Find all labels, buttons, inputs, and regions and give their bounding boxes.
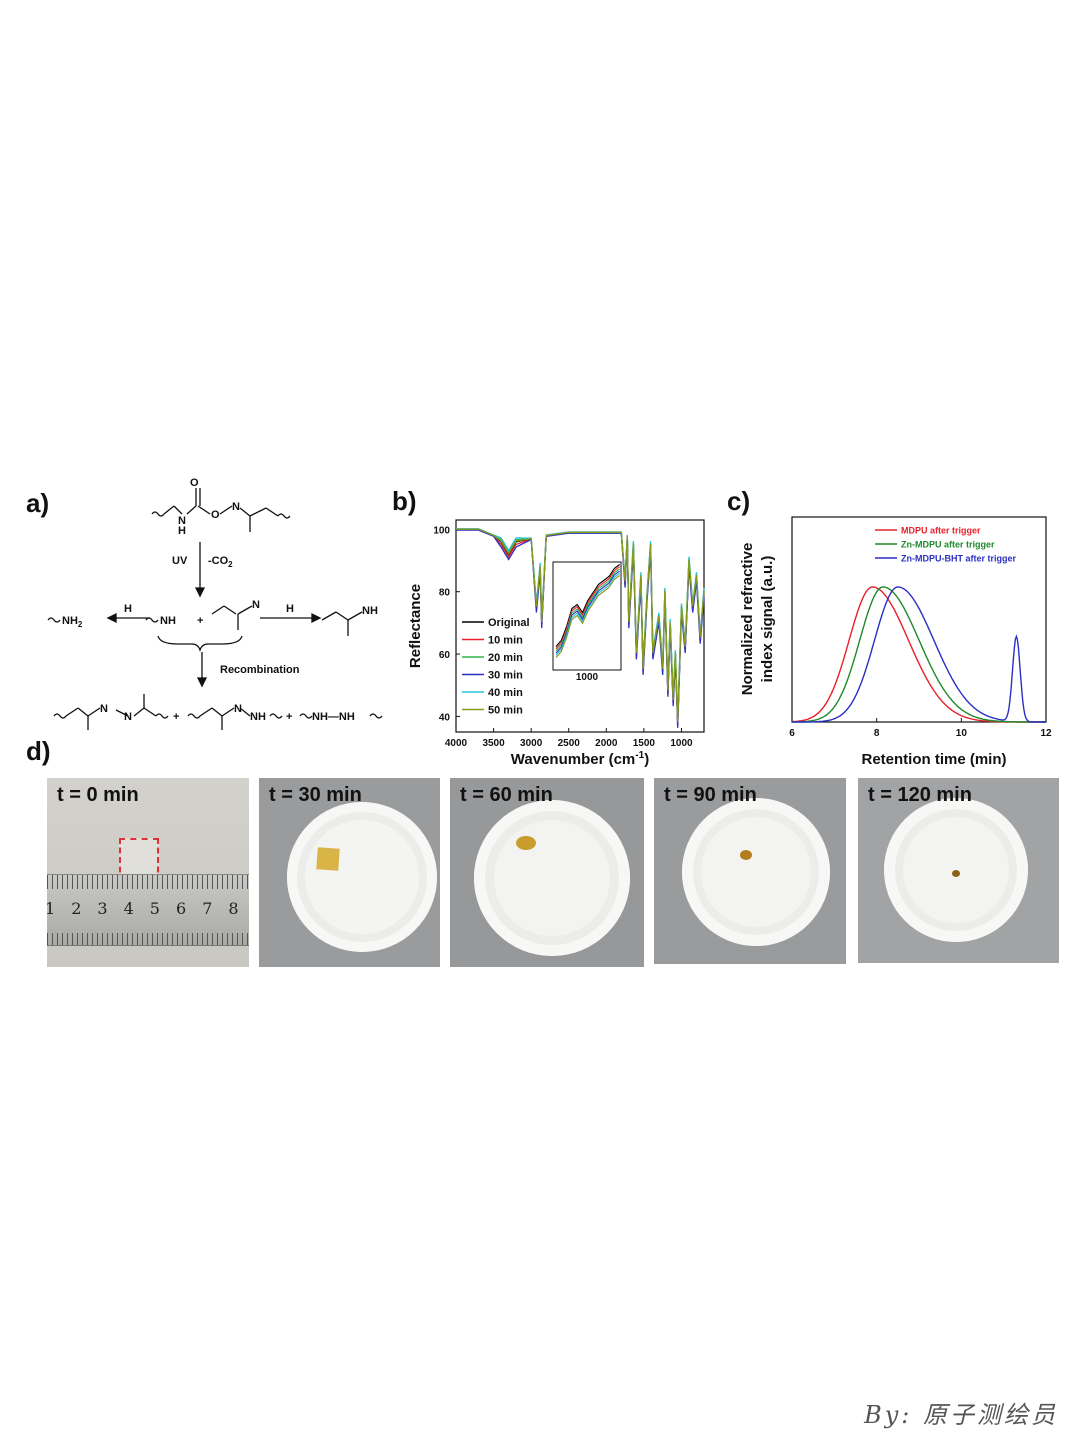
ftir-series-line: [456, 528, 705, 722]
gpc-series-line: [792, 586, 1046, 723]
scheme-h-label: H: [178, 525, 186, 537]
ftir-inset-series-line: [555, 575, 620, 658]
scheme-h-radical-1: H: [124, 603, 132, 615]
panel-label-b: b): [392, 486, 417, 516]
scheme-azine-n2: N: [124, 711, 132, 723]
scheme-nh-radical: NH: [160, 615, 176, 627]
photo-t120: t = 120 min: [858, 778, 1059, 963]
panel-label-d: d): [26, 736, 51, 766]
gpc-chart: 6 8 10 12 MDPU after trigger Zn-MDPU after t…: [739, 516, 1052, 768]
ftir-inset-series-line: [555, 568, 620, 652]
scheme-plus-3: +: [286, 711, 292, 723]
ftir-y-tick-label: 80: [439, 588, 451, 599]
scheme-plus-1: +: [197, 615, 203, 627]
gpc-x-tick-label: 10: [956, 728, 968, 739]
ftir-x-tick-label: 4000: [445, 738, 468, 749]
photo-t60: t = 60 min: [450, 778, 644, 967]
scheme-o-carbonyl: O: [190, 477, 199, 489]
gpc-plot-frame: [791, 516, 1047, 723]
ftir-legend-label: 20 min: [488, 652, 523, 664]
gpc-x-tick-label: 12: [1040, 728, 1052, 739]
dish-inner: [494, 820, 610, 936]
ftir-y-tick-label: 40: [439, 712, 451, 723]
scheme-plus-2: +: [173, 711, 179, 723]
scheme-o-ether: O: [211, 509, 220, 521]
ruler-number: 5: [149, 899, 160, 918]
ftir-inset-series-line: [555, 564, 620, 647]
ruler-number: 8: [228, 899, 239, 918]
reaction-scheme: N H O O N UV -CO2 NH2 H NH + N H NH Reco…: [47, 477, 383, 730]
ftir-legend-label: Original: [488, 617, 530, 629]
ftir-legend-label: 10 min: [488, 635, 523, 647]
scheme-recombination: Recombination: [220, 664, 300, 676]
gpc-series-line: [792, 586, 1046, 723]
ftir-inset-series-line: [555, 566, 620, 650]
photo-label-t90: t = 90 min: [664, 784, 757, 806]
sample-residue: [740, 850, 752, 860]
dish-inner: [305, 820, 419, 934]
scheme-h-radical-2: H: [286, 603, 294, 615]
ftir-y-tick-label: 60: [439, 650, 451, 661]
ftir-x-tick-label: 2000: [595, 738, 618, 749]
sample-residue: [316, 847, 340, 871]
scheme-hydrazone-n: N: [234, 703, 242, 715]
ftir-x-axis-title: Wavenumber (cm-1): [511, 750, 649, 768]
photo-label-t0: t = 0 min: [57, 784, 139, 806]
scheme-hydrazine: NH—NH: [312, 711, 355, 723]
photo-t90: t = 90 min: [654, 778, 846, 964]
sample-residue: [952, 870, 960, 877]
photo-t30: t = 30 min: [259, 778, 440, 967]
scheme-hydrazone-nh: NH: [250, 711, 266, 723]
watermark: By: 原子测绘员: [864, 1401, 1058, 1429]
gpc-legend-label: MDPU after trigger: [901, 526, 981, 536]
gpc-x-axis-title: Retention time (min): [862, 751, 1007, 768]
ftir-inset-tick: 1000: [576, 672, 599, 683]
ftir-inset-series-line: [555, 572, 620, 656]
scheme-n-radical: N: [252, 599, 260, 611]
ftir-x-tick-label: 1500: [633, 738, 656, 749]
gpc-y-axis-title-line2: index signal (a.u.): [759, 556, 776, 683]
ruler-number: 6: [176, 899, 187, 918]
scheme-n-label: N: [178, 515, 186, 527]
ftir-legend-label: 30 min: [488, 670, 523, 682]
scheme-uv: UV: [172, 555, 188, 567]
panel-label-a: a): [26, 488, 50, 518]
ftir-y-axis-title: Reflectance: [407, 584, 424, 668]
scheme-n-oxime: N: [232, 501, 240, 513]
ftir-y-tick-label: 100: [433, 525, 450, 536]
ruler-number: 1: [47, 899, 56, 918]
ftir-legend-label: 40 min: [488, 687, 523, 699]
photo-label-t30: t = 30 min: [269, 784, 362, 806]
gpc-legend-label: Zn-MDPU after trigger: [901, 540, 995, 550]
ftir-plot-frame: [455, 519, 705, 733]
ftir-x-tick-label: 3000: [520, 738, 543, 749]
ftir-x-tick-label: 1000: [670, 738, 693, 749]
ftir-legend-label: 50 min: [488, 705, 523, 717]
sample-residue: [516, 836, 536, 850]
scheme-azine-n1: N: [100, 703, 108, 715]
panel-label-c: c): [727, 486, 751, 516]
scheme-nh2: NH2: [62, 615, 83, 629]
ruler-number: 4: [123, 899, 134, 918]
ruler-number: 2: [71, 899, 82, 918]
ruler-number: 7: [202, 899, 213, 918]
gpc-y-axis-title-line1: Normalized refractive: [739, 543, 756, 696]
gpc-x-tick-label: 6: [789, 728, 795, 739]
gpc-x-tick-label: 8: [874, 728, 880, 739]
ftir-chart: 40 60 80 100 4000 3500 3000 2500 2000 1500 1000 1…: [407, 519, 705, 768]
ruler-number: 3: [97, 899, 108, 918]
dish-inner: [701, 817, 811, 927]
scheme-co2: -CO2: [208, 555, 233, 569]
ftir-inset-series-line: [555, 570, 620, 654]
ftir-x-tick-label: 3500: [482, 738, 505, 749]
photo-label-t60: t = 60 min: [460, 784, 553, 806]
gpc-legend-label: Zn-MDPU-BHT after trigger: [901, 554, 1016, 564]
photo-label-t120: t = 120 min: [868, 784, 972, 806]
ftir-x-tick-label: 2500: [558, 738, 581, 749]
scheme-nh-product: NH: [362, 605, 378, 617]
